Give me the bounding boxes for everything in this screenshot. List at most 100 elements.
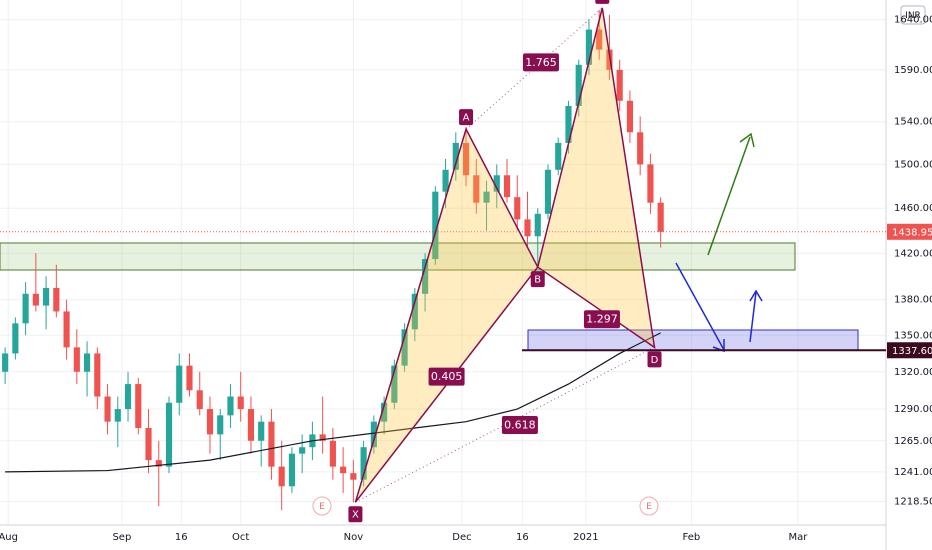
y-tick-label: 1590.00 xyxy=(894,65,932,76)
y-tick-label: 1241.00 xyxy=(894,467,932,478)
candle-body xyxy=(227,396,234,416)
level-label: 1337.60 xyxy=(892,346,932,357)
y-tick-label: 1265.00 xyxy=(894,436,932,447)
candle-body xyxy=(637,132,644,165)
currency-badge xyxy=(900,5,926,25)
candle-body xyxy=(63,311,70,348)
x-tick-label: 16 xyxy=(175,532,188,543)
candle-body xyxy=(340,466,347,474)
candle-body xyxy=(217,415,224,435)
ratio-label: 0.618 xyxy=(504,419,536,432)
candle-body xyxy=(43,287,50,306)
candle-body xyxy=(83,353,91,372)
candle-body xyxy=(73,347,80,372)
candle-body xyxy=(288,453,295,487)
arrows xyxy=(675,132,763,353)
candle-body xyxy=(268,421,275,467)
currency: INR xyxy=(905,11,921,21)
x-tick-label: Mar xyxy=(788,532,808,543)
candle-body xyxy=(432,191,439,260)
level-badge xyxy=(887,342,932,359)
candle-body xyxy=(104,396,111,422)
y-tick-label: 1380.00 xyxy=(894,295,932,306)
candle-body xyxy=(544,169,552,214)
last-price-label: 1438.95 xyxy=(892,227,932,238)
candle-body xyxy=(626,100,634,133)
point-badge xyxy=(530,271,545,288)
candle-body xyxy=(247,409,255,441)
candle-body xyxy=(452,142,459,170)
y-tick-label: 1290.00 xyxy=(894,404,932,415)
candle-body xyxy=(329,440,336,467)
candle-body xyxy=(94,353,101,397)
candle-body xyxy=(606,49,613,70)
event-label: E xyxy=(319,502,325,512)
candle-body xyxy=(206,409,214,435)
y-tick-label: 1500.00 xyxy=(894,159,932,170)
candle-body xyxy=(299,447,306,454)
candle-body xyxy=(442,169,449,192)
candle-body xyxy=(575,64,582,106)
candle-body xyxy=(422,259,429,294)
candle-body xyxy=(411,293,418,330)
candle-body xyxy=(350,473,357,480)
candle-body xyxy=(616,69,623,101)
candle-body xyxy=(186,365,193,391)
candle-body xyxy=(22,293,29,324)
candle-body xyxy=(258,421,265,441)
candle-body xyxy=(360,447,367,480)
point-label: D xyxy=(651,355,659,366)
candle-body xyxy=(165,402,173,467)
candle-body xyxy=(32,293,39,306)
candle-body xyxy=(114,409,121,422)
ratio-label: 0.405 xyxy=(431,370,463,383)
candle-body xyxy=(319,434,326,441)
candle-body xyxy=(524,219,531,237)
x-tick-label: Aug xyxy=(0,532,18,543)
point-label: B xyxy=(534,275,541,286)
support-zone xyxy=(0,242,796,271)
candle-body xyxy=(493,175,500,192)
candle-body xyxy=(53,287,60,312)
ratio-badge xyxy=(428,367,465,386)
x-tick-label: 2021 xyxy=(573,532,598,543)
x-tick-label: Feb xyxy=(683,532,701,543)
candle-body xyxy=(370,421,377,448)
pattern-bcd xyxy=(536,7,656,349)
candle-body xyxy=(462,142,470,176)
point-label: C xyxy=(599,0,606,2)
y-tick-label: 1320.00 xyxy=(894,367,932,378)
x-tick-label: 16 xyxy=(516,532,529,543)
candle-body xyxy=(124,384,132,410)
y-tick-label: 1218.50 xyxy=(894,497,932,508)
ratio-badge xyxy=(522,53,559,72)
last-price-badge xyxy=(887,223,932,240)
y-tick-label: 1420.00 xyxy=(894,248,932,259)
candle-body xyxy=(391,365,398,403)
candle-body xyxy=(135,384,142,429)
candle-body xyxy=(237,396,244,410)
point-label: X xyxy=(352,510,359,521)
candle-body xyxy=(401,329,408,366)
candle-body xyxy=(555,142,562,170)
x-tick-label: Oct xyxy=(232,532,249,543)
candle-body xyxy=(145,428,152,461)
y-tick-label: 1540.00 xyxy=(894,117,932,128)
candle-body xyxy=(278,466,285,487)
candle-body xyxy=(2,353,9,372)
candle-body xyxy=(647,164,654,203)
candle-body xyxy=(503,175,511,198)
candle-body xyxy=(473,175,480,203)
moving-average xyxy=(5,332,661,473)
candle-body xyxy=(176,365,183,403)
candle-body xyxy=(657,202,664,232)
ratio-label: 1.297 xyxy=(586,313,618,326)
point-badge xyxy=(459,109,474,126)
candle-body xyxy=(12,323,19,354)
candle-body xyxy=(381,402,388,422)
ratio-label: 1.765 xyxy=(525,56,557,69)
point-badge xyxy=(647,351,662,368)
y-tick-label: 1460.00 xyxy=(894,203,932,214)
candle-body xyxy=(585,29,593,65)
x-tick-label: Nov xyxy=(344,532,364,543)
